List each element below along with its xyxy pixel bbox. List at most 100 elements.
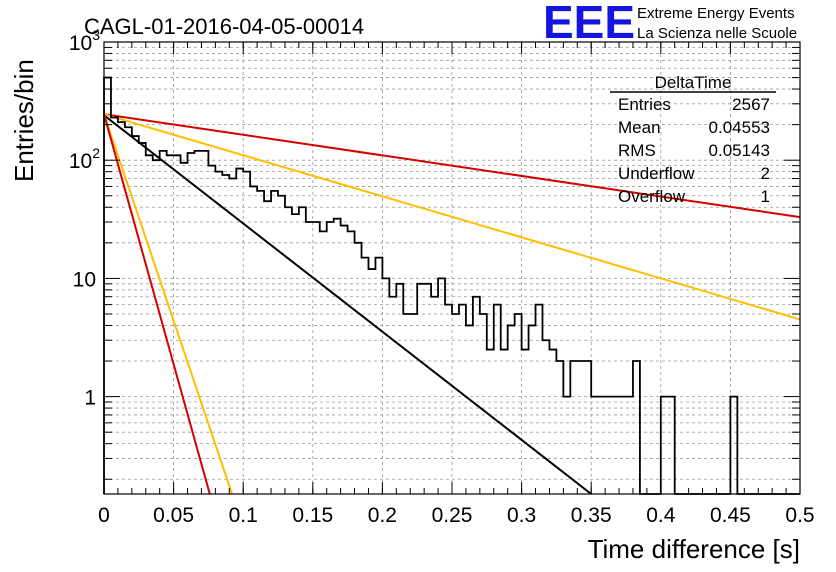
x-axis-label: Time difference [s] [588, 534, 800, 564]
x-tick-label: 0.1 [229, 504, 258, 527]
histogram-bin [417, 284, 424, 494]
histogram-bin [382, 278, 389, 494]
y-tick-label: 10 [73, 268, 96, 291]
histogram-bin [410, 314, 417, 494]
histogram-bin [348, 231, 355, 494]
fit-line [103, 113, 801, 321]
histogram-bin [661, 397, 668, 494]
histogram-bin [139, 143, 146, 494]
histogram-bin [612, 397, 619, 494]
histogram-bin [313, 222, 320, 494]
logo-letters: EEE [543, 0, 635, 48]
x-tick-label: 0.25 [432, 504, 473, 527]
histogram-bin [355, 243, 362, 494]
histogram-bin [494, 305, 501, 494]
histogram-bin [466, 325, 473, 494]
histogram-bin [334, 219, 341, 494]
histogram-bin [403, 314, 410, 494]
grid [104, 42, 800, 494]
y-tick-label: 1 [84, 387, 96, 410]
x-tick-label: 0 [98, 504, 110, 527]
histogram [103, 76, 800, 495]
histogram-bin [452, 314, 459, 494]
histogram-bin [222, 175, 229, 494]
histogram-bin [243, 172, 250, 494]
fit-line [103, 113, 211, 495]
histogram-bin [146, 155, 153, 494]
histogram-bin [118, 122, 125, 494]
x-tick-labels: 0 0.05 0.1 0.15 0.2 0.25 0.3 0.35 0.4 0.45 0.5 [98, 504, 814, 527]
stats-label: Underflow [618, 164, 695, 183]
histogram-bin [431, 297, 438, 494]
x-tick-label: 0.2 [368, 504, 397, 527]
y-tick-label: 102 [69, 145, 100, 173]
x-tick-label: 0.3 [507, 504, 536, 527]
stats-label: Overflow [618, 187, 686, 206]
histogram-bin [605, 397, 612, 494]
histogram-bin [570, 361, 577, 494]
histogram-bin [563, 397, 570, 494]
histogram-bin [480, 314, 487, 494]
stats-label: RMS [618, 141, 656, 160]
histogram-bin [285, 207, 292, 494]
histogram-bin [111, 117, 118, 494]
x-tick-label: 0.35 [571, 504, 612, 527]
histogram-bin [264, 201, 271, 494]
x-tick-label: 0.15 [292, 504, 333, 527]
logo-line2: La Scienza nelle Scuole [637, 25, 797, 42]
histogram-bin [473, 297, 480, 494]
histogram-bin [396, 284, 403, 494]
histogram-bin [208, 166, 215, 494]
histogram-bin [292, 214, 299, 494]
histogram-bin [536, 305, 543, 494]
axis-ticks [103, 41, 801, 494]
histogram-bin [104, 78, 111, 494]
histogram-bin [362, 258, 369, 494]
histogram-bin [306, 222, 313, 494]
histogram-bin [626, 397, 633, 494]
histogram-bin [598, 397, 605, 494]
y-axis-label: Entries/bin [9, 59, 39, 182]
histogram-bin [584, 361, 591, 494]
x-tick-label: 0.5 [785, 504, 814, 527]
stats-value: 0.04553 [709, 118, 770, 137]
histogram-bin [730, 397, 737, 494]
stats-rows: Entries 2567 Mean 0.04553 RMS 0.05143 Underflo… [618, 95, 770, 206]
histogram-bin [278, 196, 285, 494]
histogram-bin [368, 269, 375, 494]
stats-box: DeltaTime Entries 2567 Mean 0.04553 RMS 0.051… [610, 73, 776, 206]
histogram-bin [174, 155, 181, 494]
histogram-bin [320, 231, 327, 494]
stats-value: 2567 [732, 95, 770, 114]
histogram-bin [250, 186, 257, 494]
histogram-bin [327, 222, 334, 494]
histogram-bin [125, 127, 132, 494]
stats-label: Entries [618, 95, 671, 114]
y-tick-label: 103 [69, 27, 100, 55]
histogram-bin [229, 179, 236, 494]
histogram-bin [508, 325, 515, 494]
histogram-bin [549, 350, 556, 494]
chart-title: CAGL-01-2016-04-05-00014 [84, 14, 364, 39]
histogram-bin [188, 153, 195, 494]
histogram-bin [668, 397, 675, 494]
x-tick-label: 0.4 [646, 504, 676, 527]
histogram-bin [215, 172, 222, 494]
histogram-bin [487, 350, 494, 494]
logo-line1: Extreme Energy Events [637, 5, 795, 22]
histogram-bin [257, 191, 264, 494]
x-tick-label: 0.05 [153, 504, 194, 527]
histogram-bin [181, 163, 188, 494]
histogram-bin [591, 397, 598, 494]
histogram-bin [271, 191, 278, 494]
histogram-bin [619, 397, 626, 494]
histogram-bin [160, 151, 167, 494]
histogram-bin [515, 314, 522, 494]
histogram-bin [153, 160, 160, 494]
histogram-bin [375, 258, 382, 494]
histogram-bin [194, 151, 201, 494]
histogram-bin [522, 350, 529, 494]
histogram-bin [556, 361, 563, 494]
fit-line [103, 113, 234, 495]
stats-title: DeltaTime [655, 73, 732, 92]
